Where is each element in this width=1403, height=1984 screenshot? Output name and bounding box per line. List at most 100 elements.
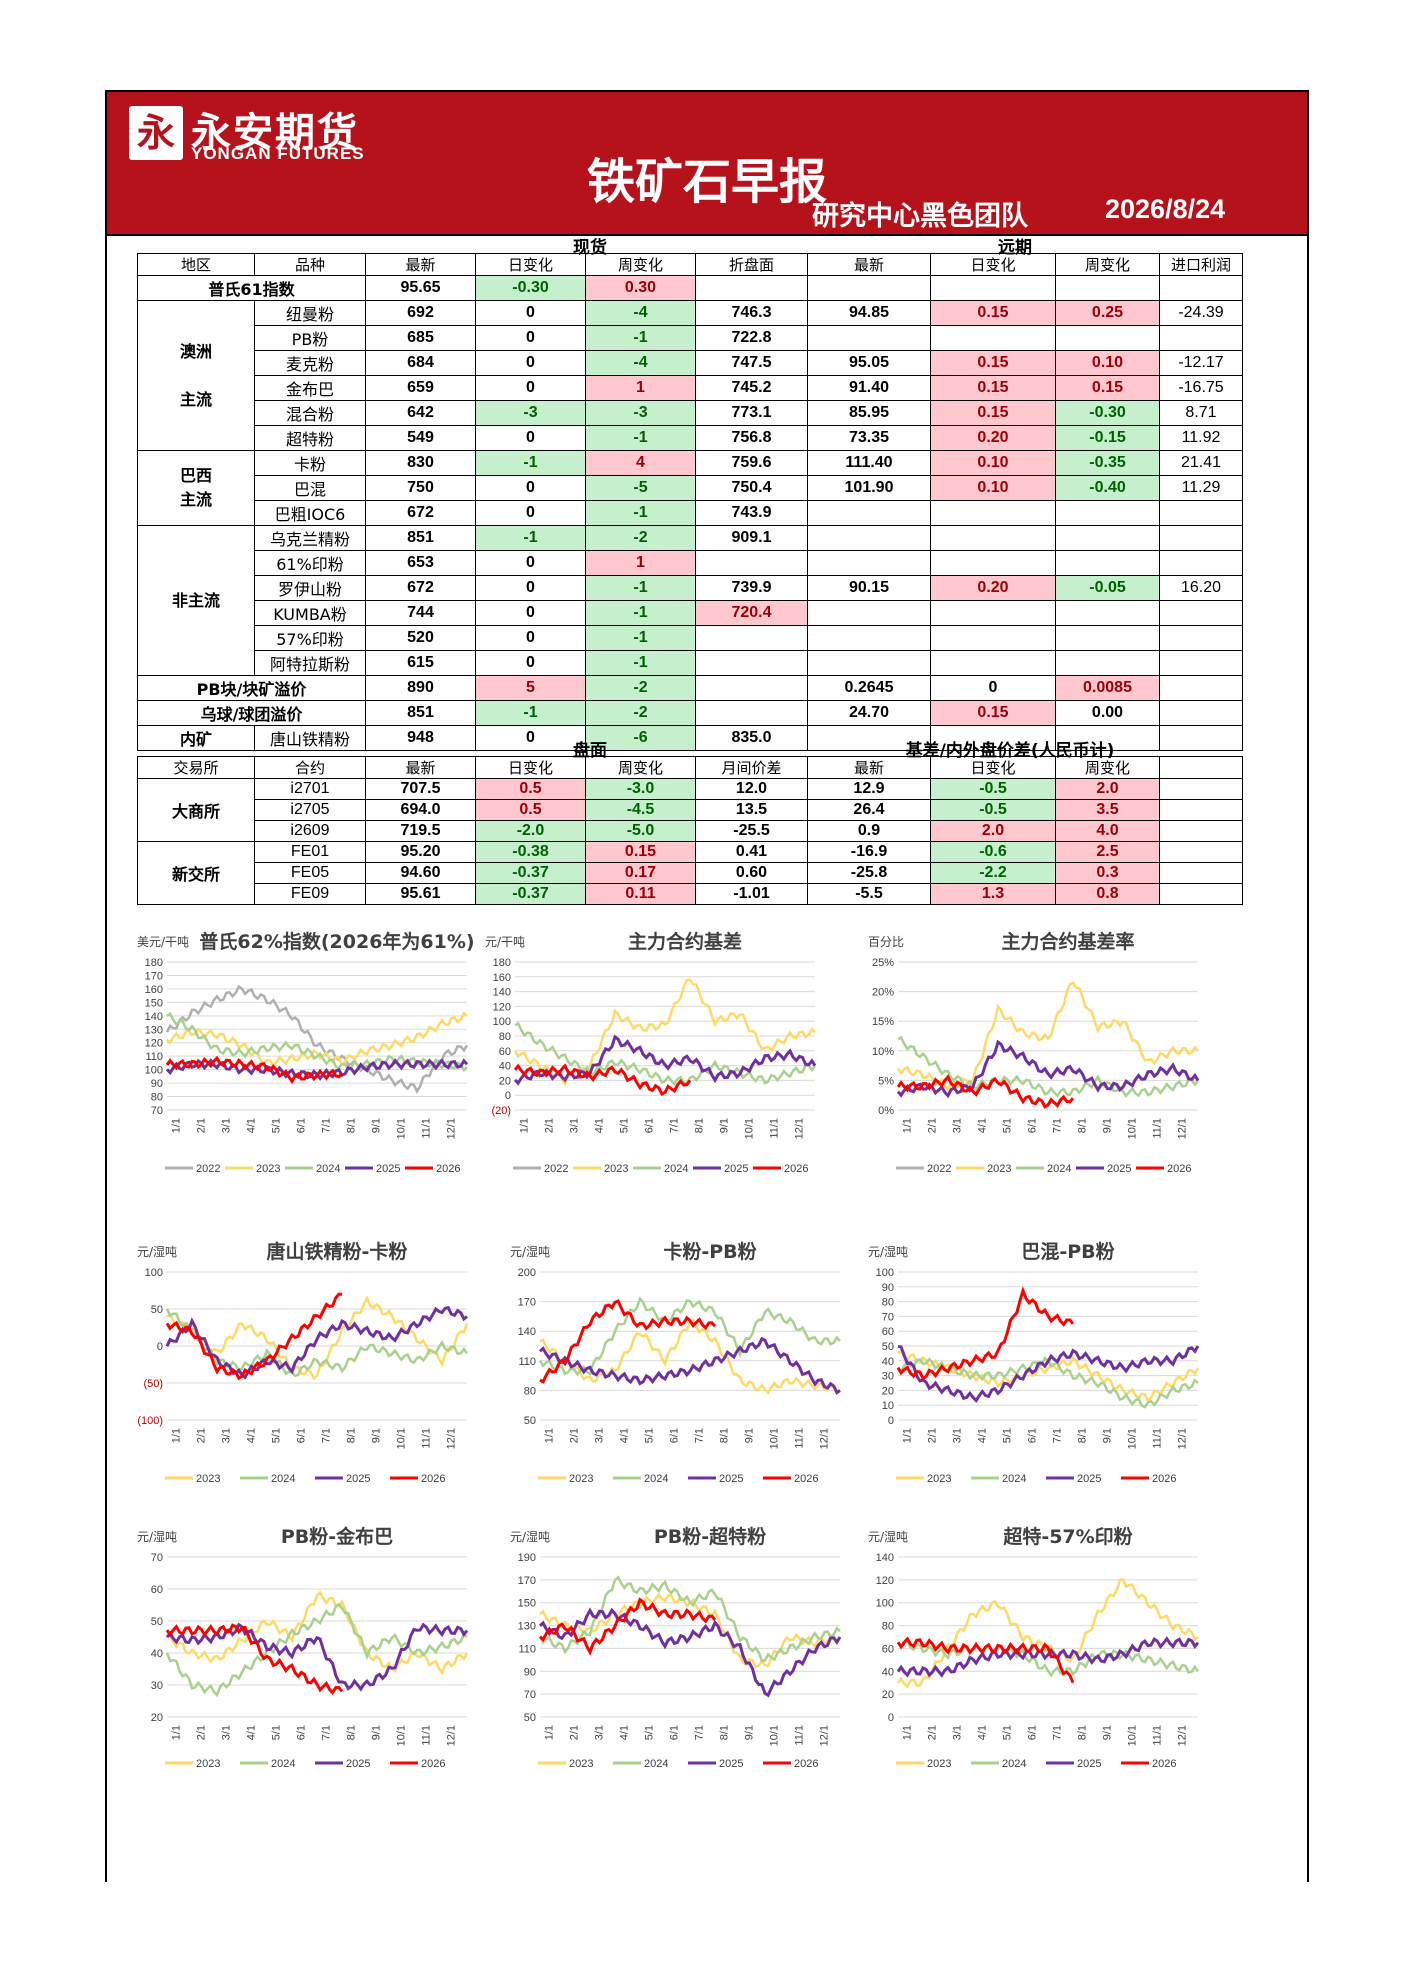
forward-week-change: -0.30 [1055,400,1160,426]
series-line-2026 [165,1055,344,1085]
empty-cell [1055,725,1160,751]
x-tick-label: 7/1 [694,1428,706,1443]
empty-cell [807,725,931,751]
chart-8: PB粉-超特粉 元/湿吨 50 70 90 110 130 150 170 190 1/1 2/1 3/… [510,1525,850,1779]
chart-title: PB粉-金布巴 [281,1525,393,1548]
premium-forward-latest: 24.70 [807,700,931,726]
contract-latest: 95.61 [365,883,476,905]
series-line-2023 [166,1011,468,1068]
x-tick-label: 9/1 [371,1725,383,1740]
legend-label: 2026 [1167,1163,1191,1175]
forward-week-change [1055,325,1160,351]
x-tick-label: 1/1 [544,1725,556,1740]
x-tick-label: 8/1 [1077,1118,1089,1133]
y-tick-label: 180 [145,957,163,969]
x-tick-label: 11/1 [1152,1725,1164,1746]
spot-latest: 549 [365,425,476,451]
futures-header-row: 交易所 合约 最新 日变化 周变化 月间价差 最新 日变化 周变化 [137,756,1243,779]
x-tick-label: 10/1 [1127,1118,1139,1139]
column-header: 合约 [254,756,366,779]
chart-title: 唐山铁精粉-卡粉 [267,1240,408,1263]
y-tick-label: 20 [151,1712,163,1724]
forward-week-change [1055,500,1160,526]
x-tick-label: 10/1 [396,1428,408,1449]
product-name: 纽曼粉 [254,300,366,326]
x-tick-label: 2/1 [196,1725,208,1740]
futures-equivalent: 722.8 [695,325,808,351]
y-tick-label: 100 [876,1598,894,1610]
series-line-2026 [896,1636,1075,1684]
x-tick-label: 5/1 [1002,1118,1014,1133]
chart-title: 普氏62%指数(2026年为61%) [199,930,474,953]
y-tick-label: (20) [491,1105,511,1117]
series-line-2025 [897,1344,1200,1404]
spot-day-change: 0 [475,575,586,601]
series-line-2023 [896,981,1199,1092]
table-row: 巴西 主流 卡粉 830 -1 4 759.6 111.40 0.10 -0.35 21.41 [137,450,1243,526]
empty-cell [930,725,1056,751]
y-tick-label: 20 [882,1385,894,1397]
y-tick-label: 160 [493,972,511,984]
x-tick-label: 2/1 [927,1118,939,1133]
basis-week-change: 2.5 [1055,841,1160,863]
legend-label: 2026 [794,1758,818,1770]
product-name: 卡粉 [254,450,366,476]
chart-unit: 元/干吨 [485,935,525,949]
table-row: 阿特拉斯粉 615 0 -1 [138,650,1243,676]
x-tick-label: 12/1 [794,1118,806,1139]
legend-label: 2024 [1002,1758,1026,1770]
forward-day-change: 0.15 [930,400,1056,426]
exchange-label: 新交所 [137,841,255,905]
x-tick-label: 3/1 [952,1118,964,1133]
series-line-2024 [165,1308,469,1378]
index-day-change: -0.30 [475,275,586,301]
spot-week-change: -1 [585,600,696,626]
x-tick-label: 4/1 [594,1118,606,1133]
x-tick-label: 3/1 [569,1118,581,1133]
futures-equivalent: 773.1 [695,400,808,426]
product-name: 巴粗IOC6 [254,500,366,526]
legend-label: 2024 [644,1758,668,1770]
report-page: 永 永安期货 YONGAN FUTURES 铁矿石早报 研究中心黑色团队 202… [105,90,1309,1882]
x-tick-label: 10/1 [1127,1725,1139,1746]
forward-week-change: 0.15 [1055,375,1160,401]
forward-latest [807,650,931,676]
import-profit [1159,600,1243,626]
table-row: i2609 719.5 -2.0 -5.0 -25.5 0.9 2.0 4.0 [138,820,1243,842]
chart-title: 超特-57%印粉 [1002,1525,1132,1548]
y-tick-label: 190 [518,1552,536,1564]
spot-latest: 744 [365,600,476,626]
chart-svg: PB粉-金布巴 元/湿吨 20 30 40 50 60 70 1/1 2/1 3/1 4/1 5/1 6/… [137,1525,469,1770]
index-latest: 95.65 [365,275,476,301]
chart-7: PB粉-金布巴 元/湿吨 20 30 40 50 60 70 1/1 2/1 3/1 4/1 5/1 6/… [137,1525,477,1779]
table-row: 61%印粉 653 0 1 [138,550,1243,576]
spot-latest: 615 [365,650,476,676]
futures-equivalent: 909.1 [695,525,808,551]
basis-latest: 0.9 [807,820,931,842]
spot-latest: 672 [365,575,476,601]
table-row: 巴混 750 0 -5 750.4 101.90 0.10 -0.40 11.29 [138,475,1243,501]
product-name: 阿特拉斯粉 [254,650,366,676]
y-tick-label: 60 [499,1046,511,1058]
x-tick-label: 7/1 [694,1725,706,1740]
column-header: 进口利润 [1159,253,1243,276]
x-tick-label: 10/1 [744,1118,756,1139]
spot-latest: 692 [365,300,476,326]
spot-week-change: -4 [585,350,696,376]
table-row: 麦克粉 684 0 -4 747.5 95.05 0.15 0.10 -12.17 [138,350,1243,376]
x-tick-label: 6/1 [296,1428,308,1443]
chart-svg: 卡粉-PB粉 元/湿吨 50 80 110 140 170 200 1/1 2/1 3/1 4/1 5/… [510,1240,841,1485]
spot-day-change: 0 [475,325,586,351]
y-tick-label: 0 [888,1712,894,1724]
y-tick-label: 15% [872,1016,894,1028]
table-row: 超特粉 549 0 -1 756.8 73.35 0.20 -0.15 11.92 [138,425,1243,451]
forward-latest [807,625,931,651]
spot-latest: 659 [365,375,476,401]
forward-latest: 101.90 [807,475,931,501]
x-tick-label: 10/1 [769,1428,781,1449]
series-line-2023 [166,1295,469,1381]
futures-equivalent: 720.4 [695,600,808,626]
spot-week-change: 4 [585,450,696,476]
x-tick-label: 5/1 [619,1118,631,1133]
futures-equivalent: 759.6 [695,450,808,476]
